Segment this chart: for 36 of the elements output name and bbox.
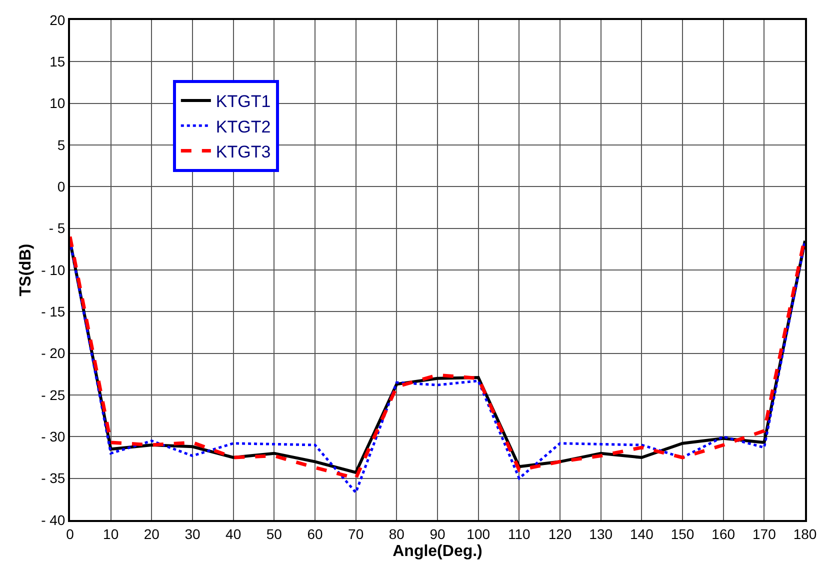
- x-tick-label: 20: [144, 526, 160, 542]
- y-tick-label: 5: [57, 136, 66, 153]
- x-tick-label: 60: [307, 526, 323, 542]
- x-tick-label: 180: [793, 526, 817, 542]
- y-tick-label: - 40: [41, 512, 66, 528]
- legend-label: KTGT3: [216, 142, 271, 162]
- x-tick-label: 170: [752, 526, 776, 542]
- x-tick-label: 150: [670, 526, 694, 542]
- y-tick-label: 10: [50, 95, 66, 112]
- y-tick-label: - 30: [41, 428, 66, 445]
- y-tick-label: - 35: [41, 470, 66, 486]
- x-tick-label: 30: [184, 526, 200, 542]
- x-tick-label: 80: [388, 526, 405, 542]
- y-tick-label: - 20: [41, 345, 66, 362]
- y-tick-label: 15: [50, 54, 66, 70]
- y-tick-label: - 15: [41, 304, 66, 320]
- x-tick-label: 90: [430, 526, 446, 542]
- x-axis-title: Angle(Deg.): [392, 543, 482, 560]
- y-tick-label: - 10: [41, 262, 66, 278]
- y-axis-title: TS(dB): [17, 244, 34, 296]
- x-tick-label: 50: [266, 526, 282, 542]
- x-tick-label: 110: [508, 526, 531, 542]
- x-tick-label: 140: [630, 526, 654, 542]
- x-tick-label: 70: [348, 526, 364, 542]
- x-tick-label: 40: [226, 526, 242, 542]
- y-tick-label: 0: [57, 178, 66, 195]
- y-tick-label: - 5: [48, 220, 66, 236]
- x-tick-label: 100: [466, 526, 490, 542]
- x-tick-label: 160: [712, 526, 736, 542]
- legend-label: KTGT2: [216, 117, 271, 136]
- y-tick-label: - 25: [41, 386, 66, 403]
- x-tick-label: 120: [548, 526, 572, 542]
- legend-label: KTGT1: [216, 92, 271, 112]
- x-tick-label: 130: [589, 526, 613, 542]
- y-tick-label: 20: [50, 12, 66, 28]
- x-tick-label: 10: [103, 526, 119, 542]
